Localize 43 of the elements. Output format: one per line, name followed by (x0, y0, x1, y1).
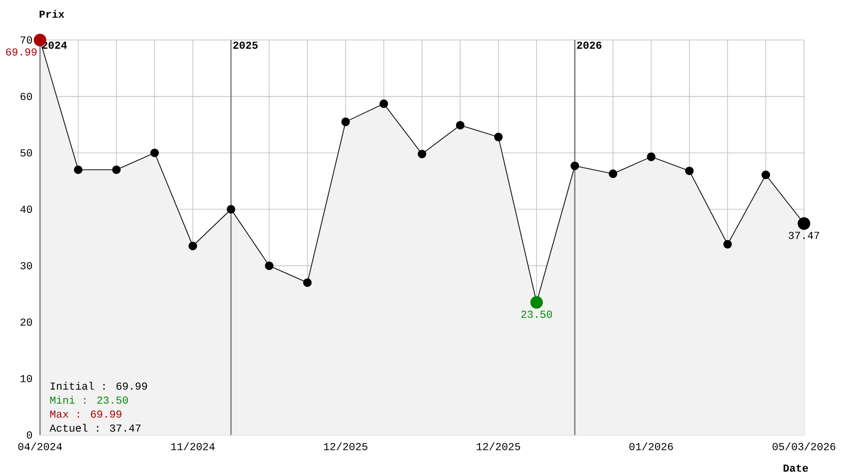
annotation: Actuel : 37.47 (50, 424, 140, 432)
annotation: 2026 (577, 42, 602, 49)
data-label: 69.99 (6, 48, 37, 56)
point (74, 166, 82, 174)
point (188, 242, 198, 250)
point (226, 205, 236, 214)
point (380, 99, 388, 108)
point (608, 169, 618, 178)
y-tick-label: 50 (20, 149, 32, 156)
point (762, 170, 770, 180)
x-tick-label: 05/03/2026 (772, 442, 836, 450)
point (646, 152, 656, 162)
point (112, 166, 121, 174)
x-tick-label: 04/2024 (18, 442, 62, 450)
x-axis-title: Date (784, 464, 808, 472)
point (150, 148, 159, 158)
y-tick-label: 20 (20, 318, 32, 326)
y-tick-label: 60 (20, 92, 32, 100)
x-tick-label: 12/2025 (476, 442, 520, 450)
annotation: 2025 (233, 42, 258, 49)
point (685, 166, 694, 176)
point (570, 162, 580, 170)
point (264, 261, 274, 270)
x-tick-label: 11/2024 (171, 442, 215, 450)
y-axis-title: Prix (40, 10, 64, 18)
y-tick-label: 40 (20, 206, 32, 213)
point (723, 240, 732, 249)
point (418, 150, 426, 158)
x-tick-label: 12/2025 (324, 442, 368, 450)
y-tick-label: 70 (20, 36, 32, 44)
data-label: 37.47 (788, 232, 820, 240)
annotation: Initial : 69.99 (50, 382, 148, 390)
point (456, 120, 464, 130)
point (341, 118, 350, 126)
point (494, 132, 503, 142)
point (303, 278, 312, 287)
y-tick-label: 10 (20, 374, 32, 382)
annotation: Max : 69.99 (50, 410, 122, 418)
annotation: Mini : 23.50 (50, 396, 128, 404)
y-tick-label: 0 (26, 431, 32, 439)
x-tick-label: 01/2026 (629, 442, 673, 450)
y-tick-label: 30 (20, 262, 32, 270)
data-label: 23.50 (521, 310, 552, 318)
